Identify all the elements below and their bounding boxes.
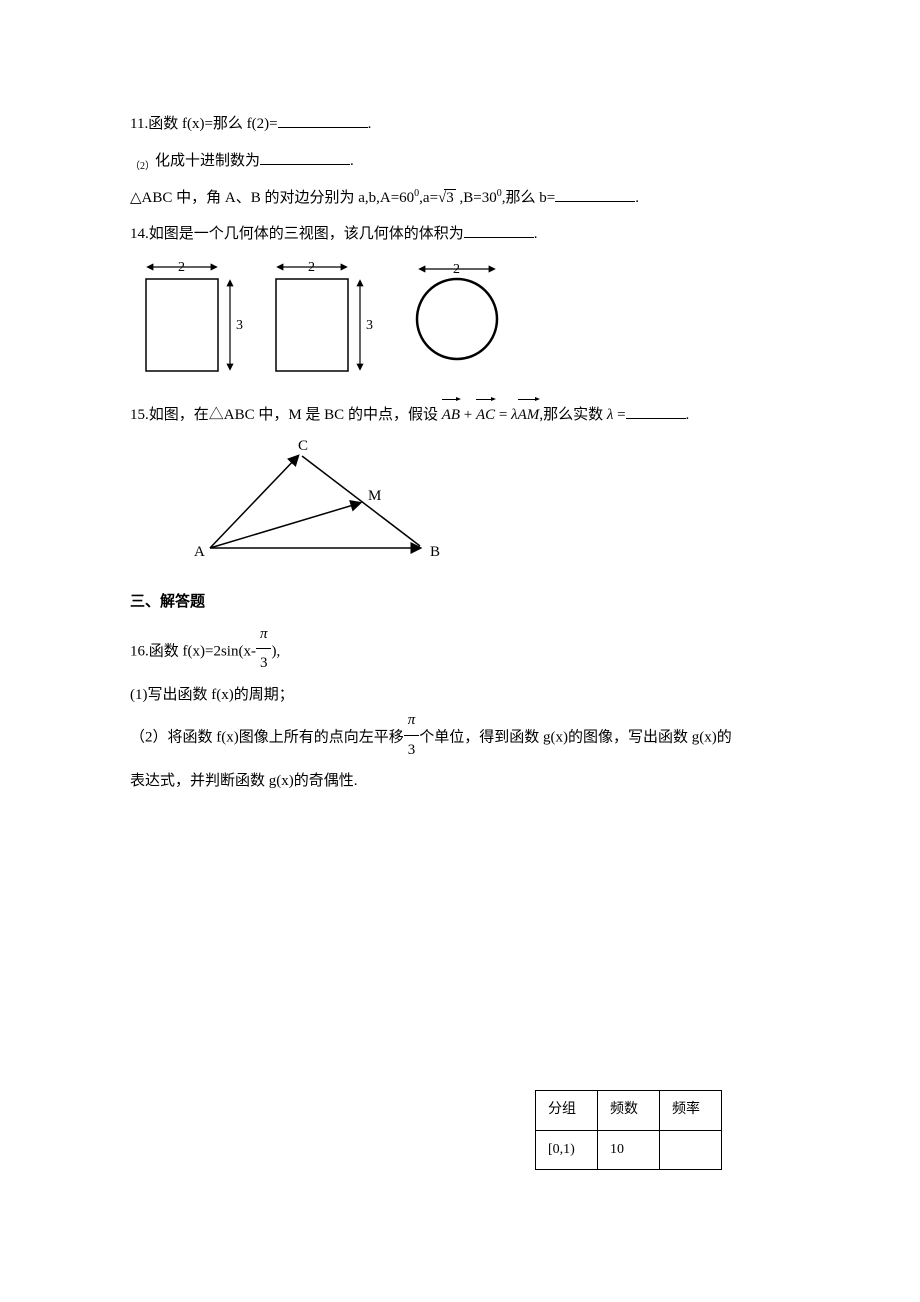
- q14-blank: [464, 220, 534, 238]
- vec-ac: AC: [476, 401, 495, 430]
- frequency-table: 分组 频数 频率 [0,1) 10: [535, 1090, 722, 1170]
- question-13: △ABC 中，角 A、B 的对边分别为 a,b,A=600,a=√3 ,B=30…: [130, 184, 795, 213]
- q12-sub: （2）: [130, 161, 155, 172]
- q16-line3-pre: （2）将函数 f(x)图像上所有的点向左平移: [130, 729, 404, 745]
- q16-frac-num-a: π: [256, 620, 272, 649]
- q16-line2: (1)写出函数 f(x)的周期；: [130, 681, 795, 710]
- fraction-pi-3-a: π3: [256, 620, 272, 678]
- q15-blank: [626, 401, 686, 419]
- q15-period: .: [686, 407, 690, 423]
- three-view-rect2: 2 3: [276, 260, 373, 371]
- rect1-w-label: 2: [178, 260, 185, 275]
- q16-frac-den-a: 3: [256, 648, 272, 678]
- q16-line1: 16.函数 f(x)=2sin(x-π3),: [130, 623, 795, 681]
- q13-mid3: ,那么 b=: [502, 190, 555, 206]
- triangle-m-label: M: [368, 488, 381, 504]
- q13-pre: △ABC 中，角 A、B 的对边分别为 a,b,A=60: [130, 190, 414, 206]
- sqrt-icon: √3: [438, 184, 456, 213]
- q16-line4: 表达式，并判断函数 g(x)的奇偶性.: [130, 767, 795, 796]
- vec-ab: AB: [442, 401, 460, 430]
- q12-text: 化成十进制数为: [155, 153, 260, 169]
- q16-frac-num-b: π: [404, 706, 420, 735]
- question-12: （2）化成十进制数为.: [130, 147, 795, 176]
- q11-f2: f(2)=: [247, 116, 278, 132]
- triangle-b-label: B: [430, 544, 440, 560]
- triangle-svg: A B C M: [180, 438, 460, 568]
- q16-line1-pre: 16.函数 f(x)=2sin(x-: [130, 643, 256, 659]
- table-row: [0,1) 10: [536, 1130, 722, 1170]
- q11-blank: [278, 110, 368, 128]
- fraction-pi-3-b: π3: [404, 706, 420, 764]
- rect1-h-label: 3: [236, 318, 243, 333]
- q14-period: .: [534, 226, 538, 242]
- q11-period: .: [368, 116, 372, 132]
- q13-sqrt-val: 3: [444, 189, 456, 206]
- q11-mid: 那么: [213, 116, 247, 132]
- rect2-h-label: 3: [366, 318, 373, 333]
- q16-line1-post: ),: [271, 643, 280, 659]
- table-cell-freq: 10: [598, 1130, 660, 1170]
- triangle-c-label: C: [298, 438, 308, 454]
- q16-line3-post: 个单位，得到函数 g(x)的图像，写出函数 g(x)的: [419, 729, 731, 745]
- question-11: 11.函数 f(x)=那么 f(2)=.: [130, 110, 795, 139]
- section-3-heading: 三、解答题: [130, 588, 795, 617]
- q13-period: .: [635, 190, 639, 206]
- q15-eq: =: [495, 407, 511, 423]
- table-header-rate: 频率: [660, 1091, 722, 1131]
- q11-fx: f(x)=: [182, 116, 213, 132]
- circle-d-label: 2: [453, 262, 460, 277]
- table-header-group: 分组: [536, 1091, 598, 1131]
- q15-plus: +: [460, 407, 476, 423]
- three-view-rect1: 2 3: [146, 260, 243, 371]
- three-view-svg: 2 3 2 3 2: [136, 257, 526, 383]
- q16-frac-den-b: 3: [404, 735, 420, 765]
- q12-period: .: [350, 153, 354, 169]
- q13-mid1: ,a=: [419, 190, 438, 206]
- table-cell-group: [0,1): [536, 1130, 598, 1170]
- triangle-figure: A B C M: [180, 438, 795, 579]
- three-view-circle: 2: [417, 262, 497, 359]
- question-16: 16.函数 f(x)=2sin(x-π3), (1)写出函数 f(x)的周期； …: [130, 623, 795, 796]
- table-header-freq: 频数: [598, 1091, 660, 1131]
- question-14: 14.如图是一个几何体的三视图，该几何体的体积为.: [130, 220, 795, 249]
- vec-am: AM: [518, 401, 540, 430]
- triangle-a-label: A: [194, 544, 205, 560]
- q14-text: 14.如图是一个几何体的三视图，该几何体的体积为: [130, 226, 464, 242]
- q13-blank: [555, 184, 635, 202]
- three-view-figure: 2 3 2 3 2: [136, 257, 795, 394]
- q15-post: 那么实数: [543, 407, 603, 423]
- q12-blank: [260, 147, 350, 165]
- q15-eq2: =: [613, 407, 625, 423]
- q15-pre: 15.如图，在△ABC 中，M 是 BC 的中点，假设: [130, 407, 438, 423]
- table-cell-rate: [660, 1130, 722, 1170]
- rect2-w-label: 2: [308, 260, 315, 275]
- q11-prefix: 11.函数: [130, 116, 182, 132]
- q16-line3: （2）将函数 f(x)图像上所有的点向左平移π3个单位，得到函数 g(x)的图像…: [130, 709, 795, 767]
- q13-mid2: ,B=30: [456, 190, 497, 206]
- table-header-row: 分组 频数 频率: [536, 1091, 722, 1131]
- question-15: 15.如图，在△ABC 中，M 是 BC 的中点，假设 AB + AC = λA…: [130, 401, 795, 430]
